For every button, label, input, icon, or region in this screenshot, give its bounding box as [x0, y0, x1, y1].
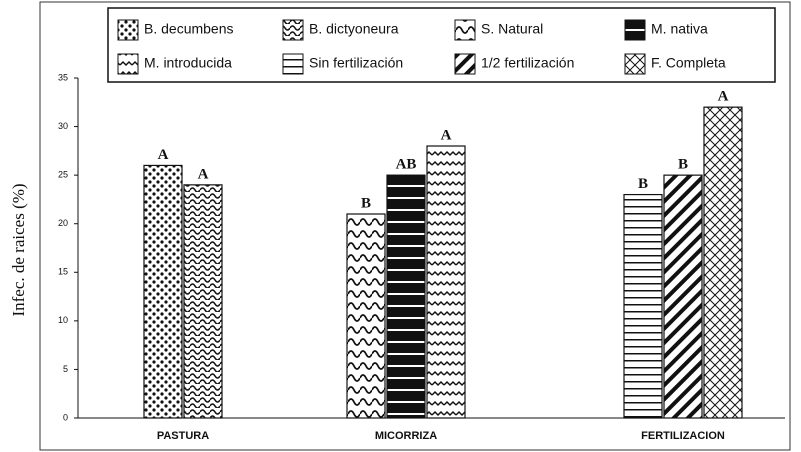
legend-swatch: [117, 53, 139, 75]
bar: [346, 213, 386, 419]
bar-letter: A: [441, 127, 452, 143]
legend-label: B. dictyoneura: [309, 21, 399, 37]
y-tick-label: 10: [58, 315, 68, 325]
bar: [663, 174, 703, 419]
y-axis-label: Infec. de raices (%): [9, 183, 28, 316]
y-tick-label: 15: [58, 267, 68, 277]
legend-label: Sin fertilización: [309, 55, 403, 71]
x-tick-label: MICORRIZA: [375, 430, 437, 442]
bar: [426, 145, 466, 419]
legend-swatch: [454, 53, 476, 75]
bar-letter: AB: [396, 157, 417, 173]
bar-letter: B: [361, 195, 371, 211]
y-tick-label: 30: [58, 121, 68, 131]
bar-letter: B: [638, 176, 648, 192]
bar: [143, 164, 183, 419]
y-tick-label: 0: [63, 412, 68, 422]
y-tick-label: 5: [63, 364, 68, 374]
x-tick-label: PASTURA: [157, 430, 209, 442]
y-tick-label: 20: [58, 218, 68, 228]
y-tick-label: 35: [58, 72, 68, 82]
x-tick-label: FERTILIZACION: [641, 430, 725, 442]
legend-label: B. decumbens: [144, 21, 234, 37]
bar: [183, 184, 223, 419]
frame: [39, 1, 791, 451]
legend-label: M. nativa: [651, 21, 708, 37]
bar: [386, 174, 426, 419]
legend-swatch: [282, 19, 304, 41]
legend-swatch: [117, 19, 139, 41]
legend-swatch: [282, 53, 304, 75]
bar-letter: A: [158, 147, 169, 163]
legend-box: [107, 7, 776, 83]
bar-letter: A: [718, 89, 729, 105]
bar: [623, 193, 663, 419]
y-tick-label: 25: [58, 170, 68, 180]
bar-letter: A: [198, 166, 209, 182]
bar-letter: B: [678, 157, 688, 173]
legend-label: F. Completa: [651, 55, 726, 71]
legend-swatch: [624, 53, 646, 75]
legend-label: S. Natural: [481, 21, 543, 37]
legend-label: 1/2 fertilización: [481, 55, 574, 71]
legend-label: M. introducida: [144, 55, 232, 71]
legend-swatch: [624, 19, 646, 41]
bar: [703, 106, 743, 419]
legend-swatch: [454, 19, 476, 41]
